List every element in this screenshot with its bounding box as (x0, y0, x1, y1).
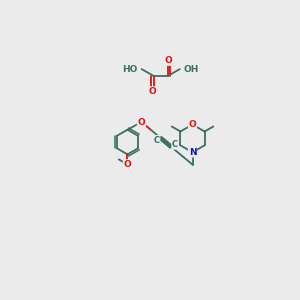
Text: C: C (172, 140, 178, 149)
Text: O: O (165, 56, 173, 65)
Text: O: O (189, 120, 196, 129)
Text: O: O (149, 87, 157, 96)
Text: C: C (154, 136, 160, 145)
Text: HO: HO (122, 65, 138, 74)
Text: OH: OH (184, 65, 199, 74)
Text: O: O (138, 118, 145, 127)
Text: N: N (189, 148, 196, 157)
Text: O: O (124, 160, 131, 169)
